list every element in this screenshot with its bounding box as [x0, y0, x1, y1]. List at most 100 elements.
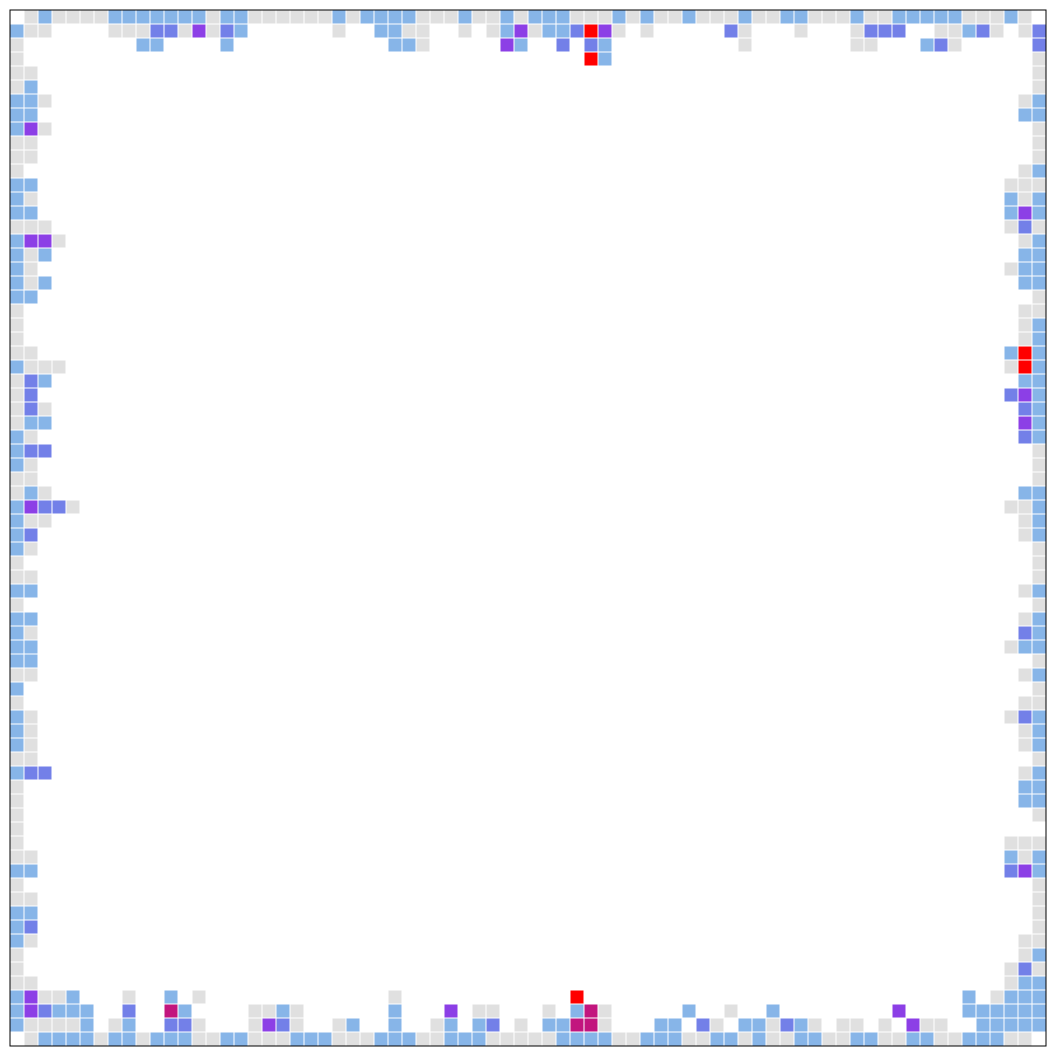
cell	[892, 1032, 906, 1046]
cell	[878, 1018, 892, 1032]
cell	[38, 1032, 52, 1046]
cell	[52, 1018, 66, 1032]
cell	[402, 38, 416, 52]
cell	[878, 24, 892, 38]
cell	[24, 1032, 38, 1046]
cell	[1032, 150, 1046, 164]
cell	[10, 682, 24, 696]
cell	[10, 136, 24, 150]
cell	[1032, 444, 1046, 458]
cell	[10, 542, 24, 556]
cell	[1032, 794, 1046, 808]
cell	[24, 486, 38, 500]
cell	[1018, 584, 1032, 598]
cell	[1032, 990, 1046, 1004]
cell	[1032, 598, 1046, 612]
cell	[906, 1018, 920, 1032]
cell	[808, 1032, 822, 1046]
cell	[934, 1018, 948, 1032]
cell	[1032, 542, 1046, 556]
cell	[24, 920, 38, 934]
cell	[332, 24, 346, 38]
cell	[906, 10, 920, 24]
cell	[1032, 836, 1046, 850]
cell	[10, 794, 24, 808]
cell	[10, 80, 24, 94]
cell	[24, 584, 38, 598]
cell	[556, 1018, 570, 1032]
cell	[738, 24, 752, 38]
cell	[276, 1004, 290, 1018]
cell	[528, 10, 542, 24]
cell	[164, 1018, 178, 1032]
cell	[24, 192, 38, 206]
cell	[10, 822, 24, 836]
cell	[1018, 934, 1032, 948]
cell	[38, 1004, 52, 1018]
cell	[52, 360, 66, 374]
cell	[1032, 808, 1046, 822]
cell	[1018, 276, 1032, 290]
cell	[66, 1018, 80, 1032]
cell	[1018, 794, 1032, 808]
cell	[934, 10, 948, 24]
cell	[1018, 304, 1032, 318]
cell	[10, 612, 24, 626]
cell	[262, 1032, 276, 1046]
cell	[24, 234, 38, 248]
cell	[626, 1032, 640, 1046]
cell	[164, 10, 178, 24]
cell	[318, 1032, 332, 1046]
cell	[24, 248, 38, 262]
cell	[276, 10, 290, 24]
cell	[794, 1018, 808, 1032]
cell	[1032, 976, 1046, 990]
cell	[1032, 528, 1046, 542]
cell	[556, 1032, 570, 1046]
cell	[24, 990, 38, 1004]
cell	[1004, 206, 1018, 220]
cell	[836, 10, 850, 24]
cell	[178, 1032, 192, 1046]
cell	[374, 1032, 388, 1046]
cell	[584, 38, 598, 52]
cell	[24, 402, 38, 416]
cell	[10, 654, 24, 668]
cell	[1032, 472, 1046, 486]
cell	[486, 1032, 500, 1046]
cell	[1032, 206, 1046, 220]
cell	[206, 1032, 220, 1046]
cell	[1018, 262, 1032, 276]
cell	[1032, 682, 1046, 696]
cell	[24, 668, 38, 682]
cell	[486, 1018, 500, 1032]
cell	[1018, 668, 1032, 682]
cell	[10, 738, 24, 752]
cell	[766, 1018, 780, 1032]
cell	[1018, 836, 1032, 850]
cell	[1032, 514, 1046, 528]
cell	[1032, 38, 1046, 52]
cell	[1018, 192, 1032, 206]
cell	[38, 374, 52, 388]
cell	[1032, 52, 1046, 66]
cell	[1032, 668, 1046, 682]
cell	[66, 990, 80, 1004]
cell	[1004, 500, 1018, 514]
cell	[990, 1004, 1004, 1018]
cell	[10, 598, 24, 612]
cell	[1018, 710, 1032, 724]
cell	[388, 38, 402, 52]
cell	[1032, 24, 1046, 38]
cell	[934, 38, 948, 52]
cell	[542, 1032, 556, 1046]
cell	[24, 10, 38, 24]
cell	[1004, 640, 1018, 654]
cell	[24, 542, 38, 556]
cell	[38, 94, 52, 108]
cell	[598, 1004, 612, 1018]
cell	[724, 1032, 738, 1046]
cell	[1032, 584, 1046, 598]
cell	[612, 1032, 626, 1046]
cell	[206, 24, 220, 38]
